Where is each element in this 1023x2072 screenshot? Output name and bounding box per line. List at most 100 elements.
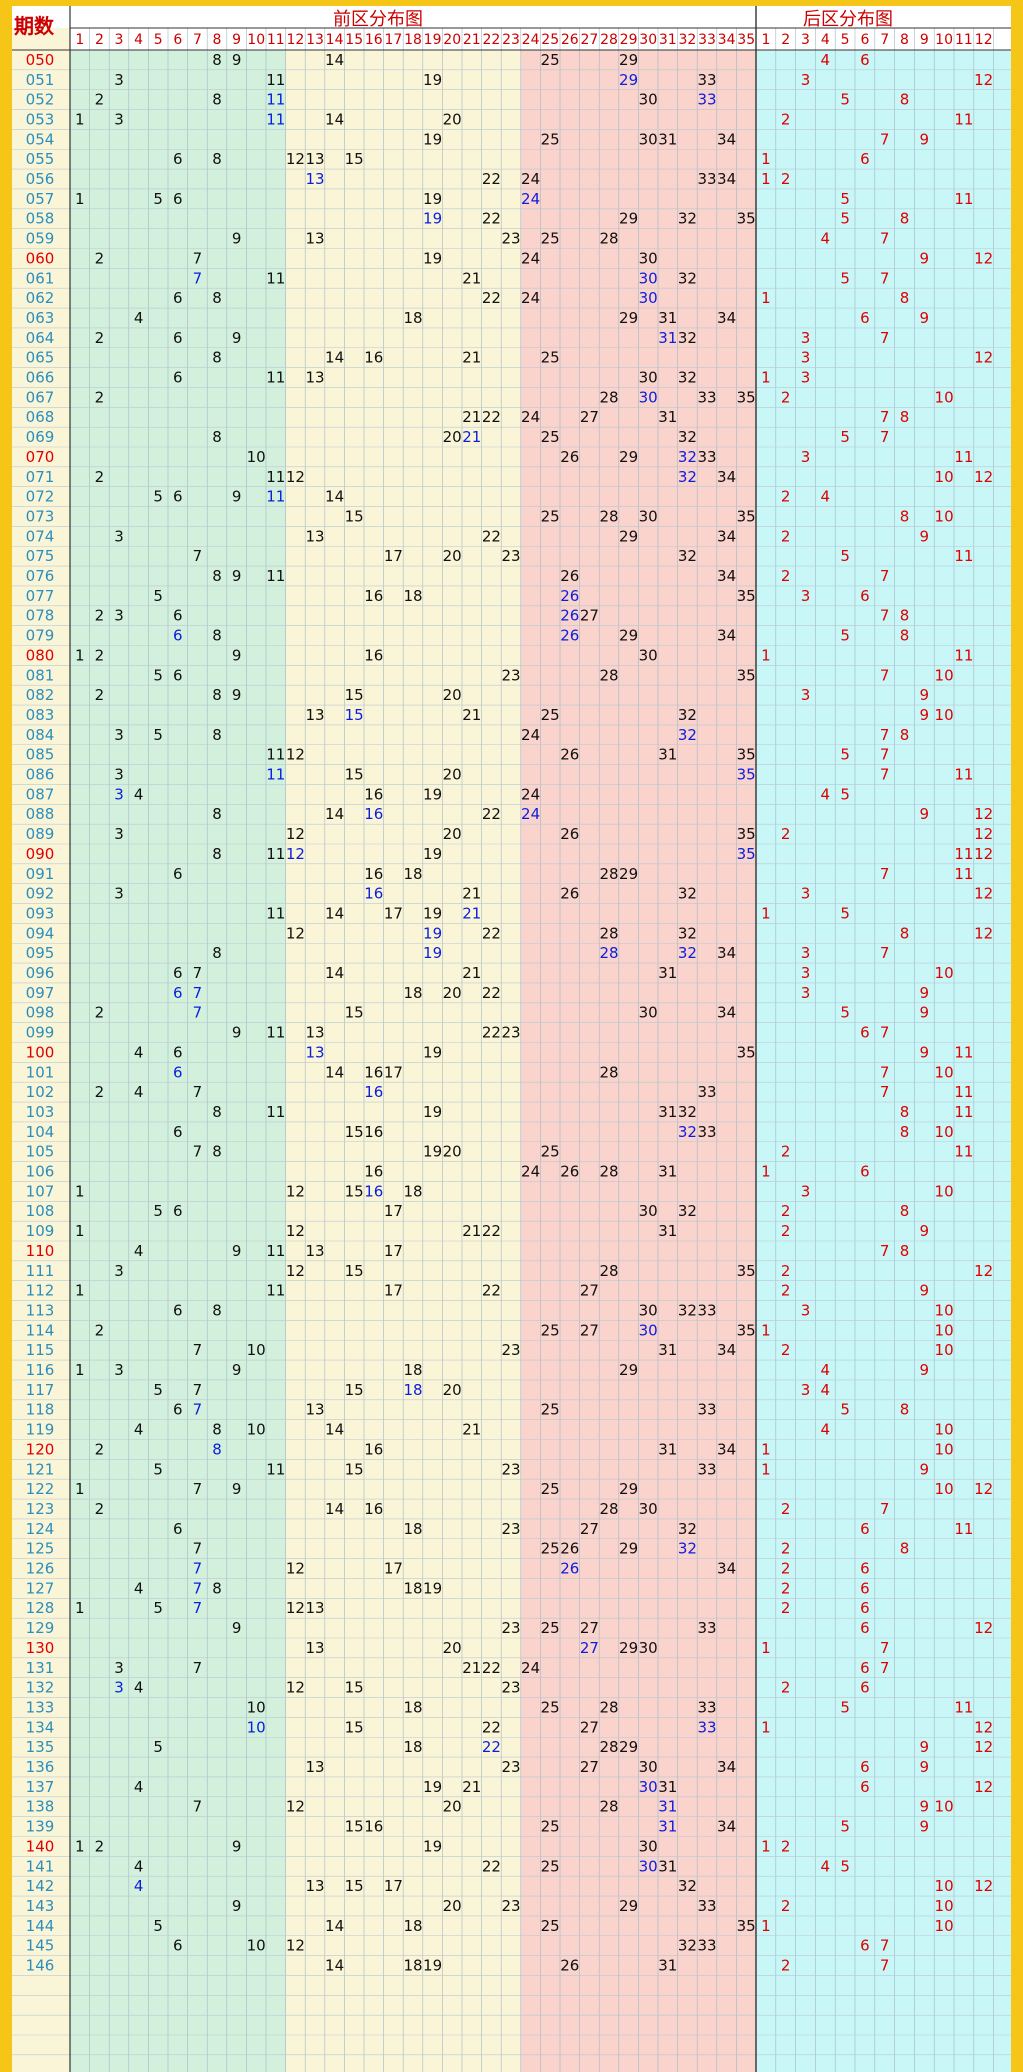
front-number-mark: 20: [443, 1897, 462, 1915]
front-number-mark: 12: [286, 1798, 305, 1816]
period-label: 073: [26, 507, 55, 525]
front-number-mark: 21: [462, 1222, 481, 1240]
period-label: 105: [26, 1143, 55, 1161]
period-label: 133: [26, 1698, 55, 1716]
front-number-mark: 33: [697, 1897, 716, 1915]
front-number-mark: 28: [599, 666, 618, 684]
front-number-mark: 32: [678, 369, 697, 387]
front-number-mark: 15: [345, 1123, 364, 1141]
front-number-mark: 20: [443, 1639, 462, 1657]
front-number-mark: 10: [247, 1698, 266, 1716]
front-number-mark: 19: [423, 785, 442, 803]
front-number-mark: 7: [193, 1341, 203, 1359]
front-number-mark: 16: [364, 1182, 383, 1200]
front-number-mark: 4: [134, 1877, 144, 1895]
back-number-mark: 6: [860, 1937, 870, 1955]
front-number-mark: 23: [501, 1679, 520, 1697]
front-number-mark: 10: [247, 1718, 266, 1736]
front-number-mark: 35: [737, 1321, 756, 1339]
front-number-mark: 8: [212, 686, 222, 704]
period-label: 103: [26, 1103, 55, 1121]
period-label: 054: [26, 130, 55, 148]
period-label: 102: [26, 1083, 55, 1101]
front-number-mark: 28: [599, 1500, 618, 1518]
back-number-header: 9: [920, 32, 929, 48]
period-label: 055: [26, 150, 55, 168]
period-label: 138: [26, 1798, 55, 1816]
front-number-mark: 8: [212, 1579, 222, 1597]
front-number-mark: 29: [619, 1480, 638, 1498]
front-number-mark: 23: [501, 547, 520, 565]
period-label: 056: [26, 170, 55, 188]
front-number-mark: 8: [212, 567, 222, 585]
front-number-mark: 15: [345, 766, 364, 784]
front-number-header: 25: [541, 32, 559, 48]
back-number-mark: 12: [974, 845, 993, 863]
back-number-mark: 7: [880, 428, 890, 446]
front-number-mark: 2: [95, 607, 105, 625]
back-number-mark: 7: [880, 269, 890, 287]
back-number-mark: 4: [821, 488, 831, 506]
front-number-mark: 18: [403, 1957, 422, 1975]
front-number-mark: 16: [364, 1063, 383, 1081]
back-number-mark: 6: [860, 1520, 870, 1538]
back-number-mark: 11: [954, 1698, 973, 1716]
back-number-mark: 2: [781, 1540, 791, 1558]
front-number-mark: 33: [697, 1619, 716, 1637]
front-number-header: 35: [737, 32, 755, 48]
front-number-mark: 16: [364, 1083, 383, 1101]
front-number-mark: 2: [95, 249, 105, 267]
front-number-mark: 7: [193, 1579, 203, 1597]
back-number-mark: 12: [974, 249, 993, 267]
front-number-mark: 13: [305, 1758, 324, 1776]
back-number-mark: 10: [935, 666, 954, 684]
front-number-mark: 27: [580, 1282, 599, 1300]
period-label: 136: [26, 1758, 55, 1776]
front-number-mark: 17: [384, 1282, 403, 1300]
back-number-mark: 8: [900, 924, 910, 942]
back-number-mark: 10: [935, 1440, 954, 1458]
front-number-mark: 4: [134, 1043, 144, 1061]
front-number-mark: 27: [580, 1718, 599, 1736]
front-number-mark: 25: [541, 130, 560, 148]
front-number-header: 16: [365, 32, 383, 48]
front-number-mark: 22: [482, 1024, 501, 1042]
period-label: 095: [26, 944, 55, 962]
front-number-mark: 23: [501, 1460, 520, 1478]
front-number-mark: 33: [697, 91, 716, 109]
period-label: 145: [26, 1937, 55, 1955]
front-number-mark: 26: [560, 1957, 579, 1975]
back-number-mark: 7: [880, 230, 890, 248]
front-number-mark: 34: [717, 1818, 736, 1836]
front-number-mark: 34: [717, 1560, 736, 1578]
front-number-mark: 16: [364, 1818, 383, 1836]
front-number-mark: 19: [423, 210, 442, 228]
front-number-mark: 32: [678, 329, 697, 347]
front-number-mark: 13: [305, 1639, 324, 1657]
back-number-mark: 5: [840, 91, 850, 109]
front-number-mark: 31: [658, 1957, 677, 1975]
front-number-mark: 5: [153, 1738, 163, 1756]
front-number-mark: 12: [286, 746, 305, 764]
front-number-mark: 12: [286, 1937, 305, 1955]
front-number-mark: 11: [266, 1103, 285, 1121]
front-number-mark: 29: [619, 865, 638, 883]
front-number-mark: 9: [232, 230, 242, 248]
front-number-mark: 1: [75, 110, 85, 128]
front-number-mark: 20: [443, 984, 462, 1002]
front-number-mark: 31: [658, 964, 677, 982]
front-number-header: 34: [718, 32, 736, 48]
front-number-mark: 6: [173, 627, 183, 645]
period-label: 107: [26, 1182, 55, 1200]
back-number-mark: 9: [920, 1798, 930, 1816]
back-number-mark: 6: [860, 1163, 870, 1181]
period-label: 108: [26, 1202, 55, 1220]
period-label: 063: [26, 309, 55, 327]
back-number-header: 7: [880, 32, 889, 48]
front-number-mark: 6: [173, 289, 183, 307]
front-number-mark: 3: [114, 110, 124, 128]
front-number-mark: 9: [232, 1619, 242, 1637]
back-number-mark: 11: [954, 1083, 973, 1101]
front-number-mark: 14: [325, 349, 344, 367]
front-number-mark: 31: [658, 1857, 677, 1875]
